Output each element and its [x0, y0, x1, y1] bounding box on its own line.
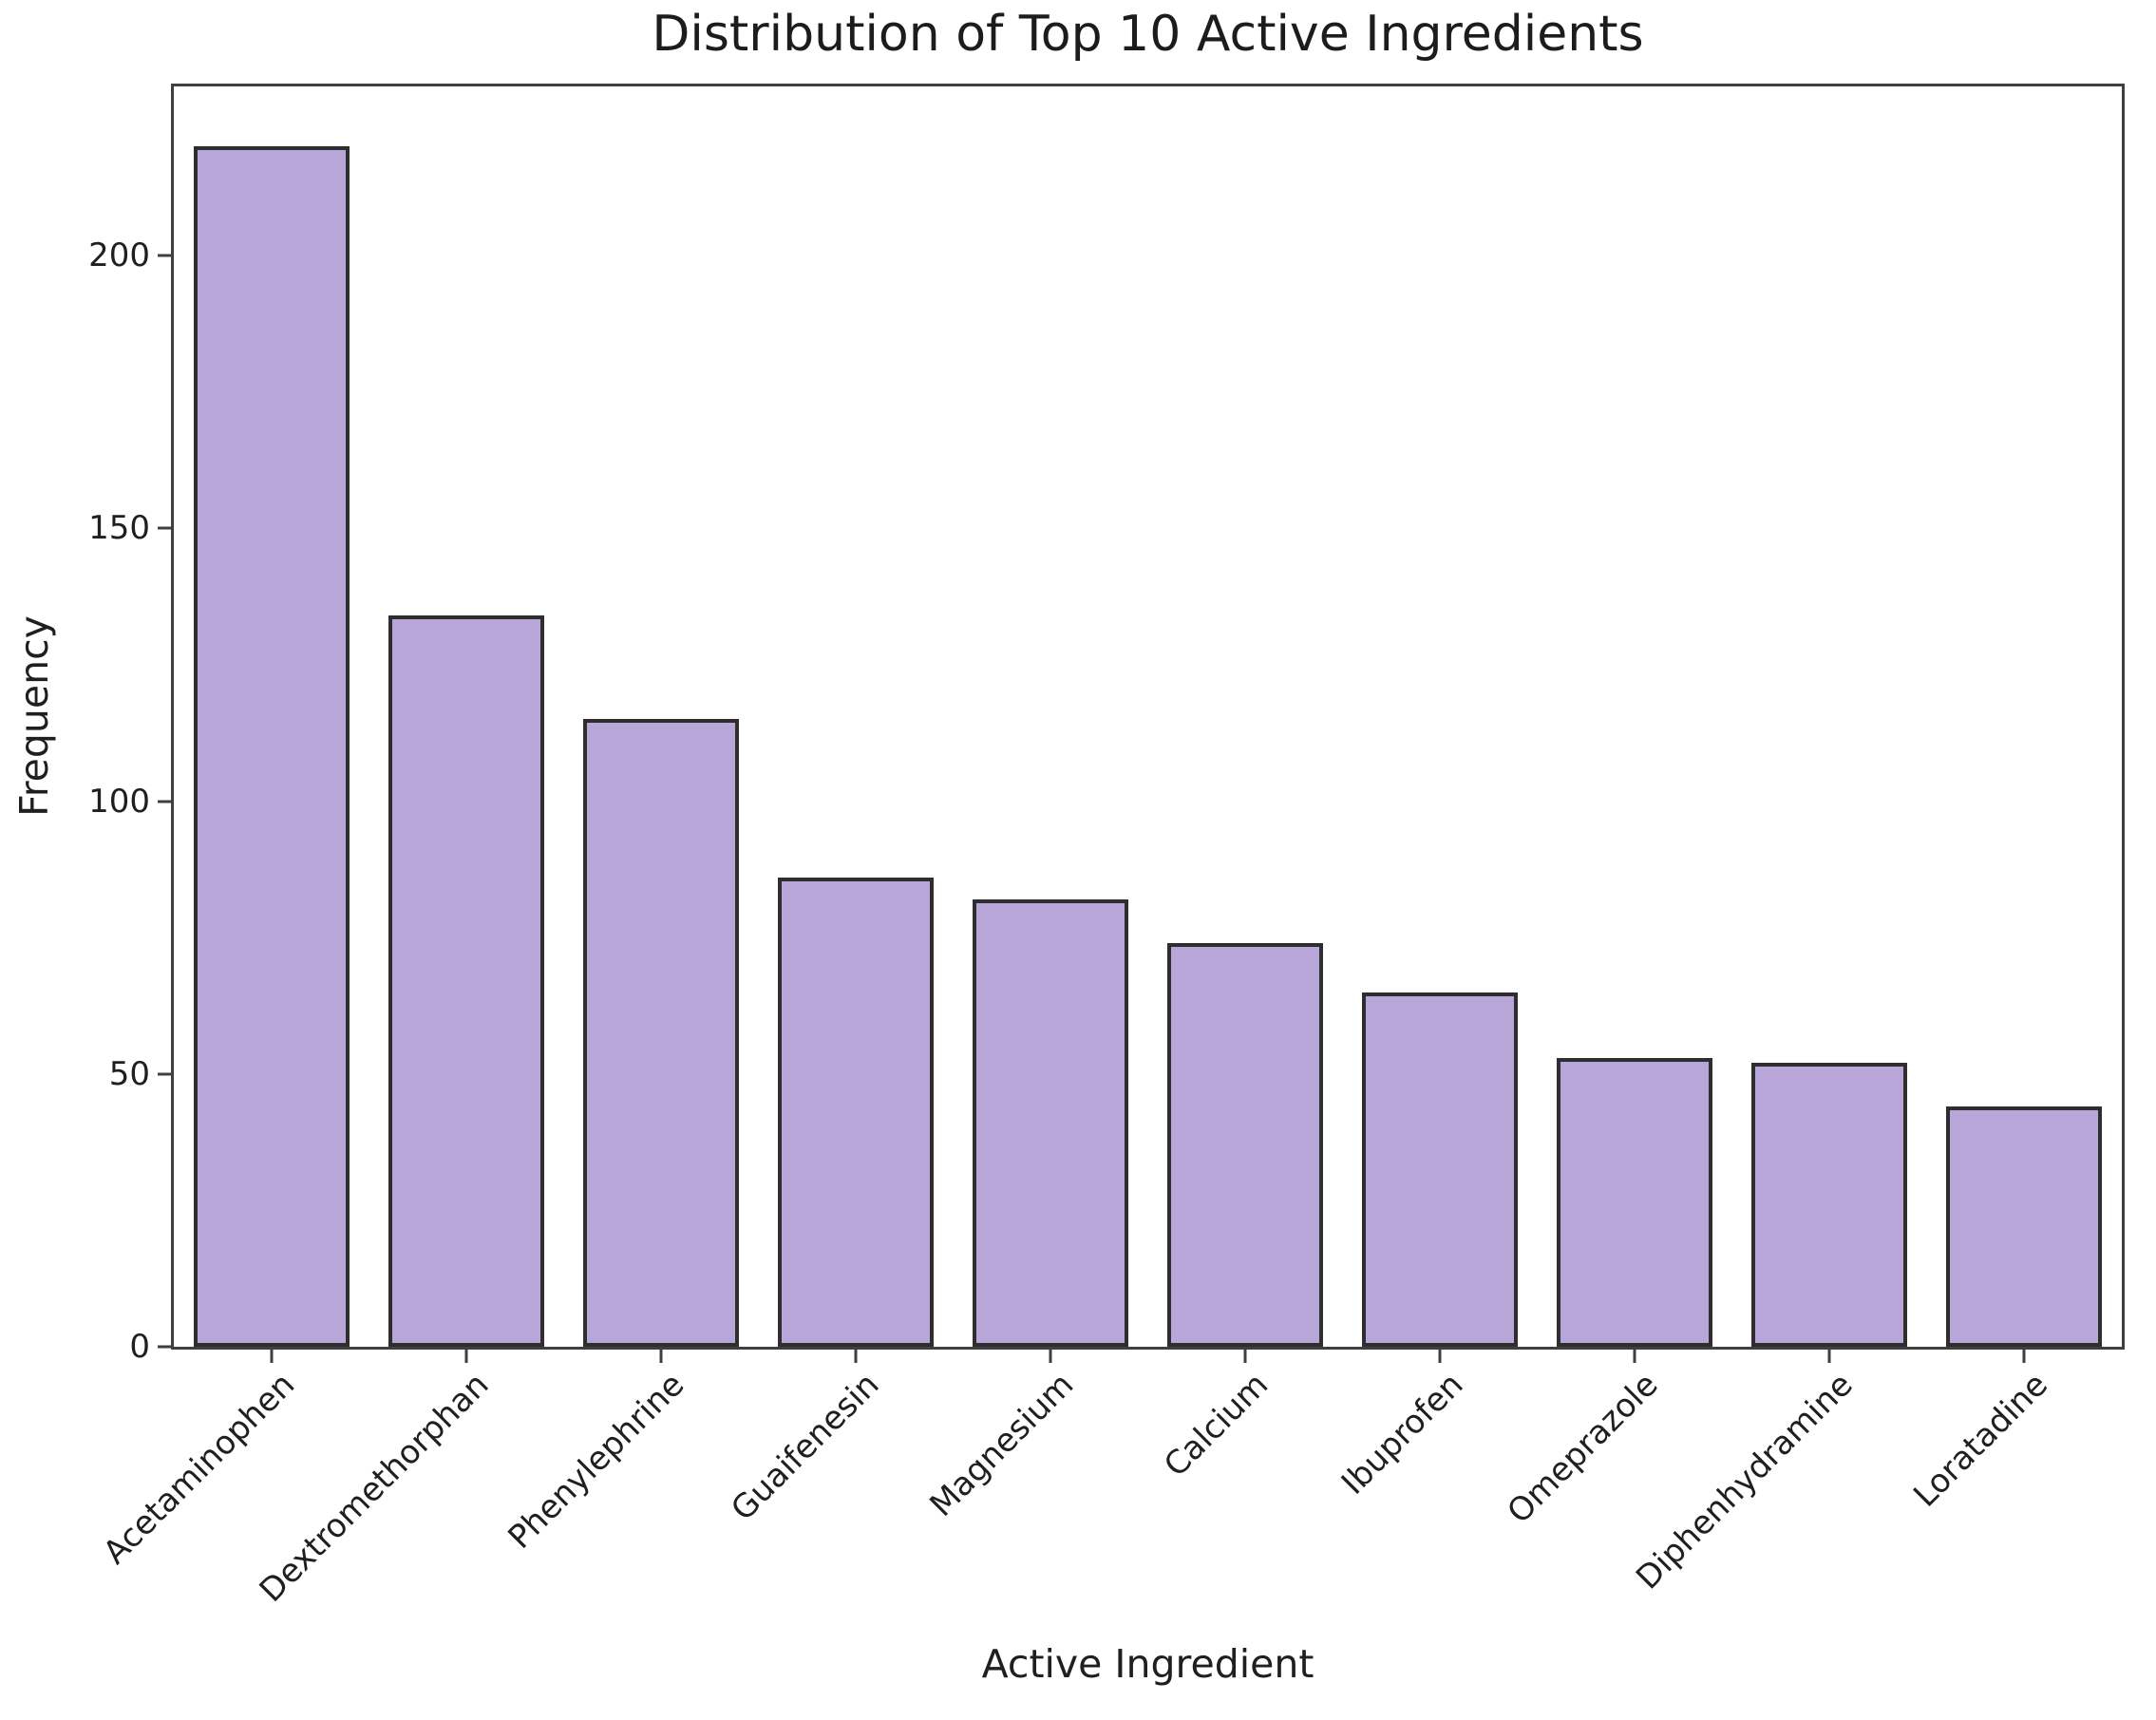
y-axis-label: Frequency	[11, 615, 57, 817]
y-tick-label: 100	[88, 782, 150, 821]
x-tick	[1827, 1350, 1831, 1363]
y-tick-label: 0	[129, 1328, 150, 1366]
bar-loratadine	[1946, 1106, 2103, 1347]
bar-diphenhydramine	[1751, 1063, 1908, 1347]
bar-dextromethorphan	[388, 615, 544, 1347]
bar-ibuprofen	[1362, 992, 1519, 1347]
bar-magnesium	[972, 898, 1128, 1347]
bar-phenylephrine	[582, 719, 739, 1347]
bar-guaifenesin	[777, 877, 934, 1347]
y-tick	[158, 800, 171, 803]
plot-area: 0 50 100 150 200 Acetaminophen Dextromethorpha…	[88, 84, 2125, 1610]
x-tick	[659, 1350, 663, 1363]
x-tick-label: Phenylephrine	[501, 1366, 692, 1557]
x-tick-label: Magnesium	[922, 1366, 1082, 1524]
x-tick	[1243, 1350, 1247, 1363]
x-tick-label: Loratadine	[1906, 1366, 2055, 1515]
x-tick	[464, 1350, 468, 1363]
x-tick-label: Acetaminophen	[95, 1366, 302, 1573]
x-axis-label: Active Ingredient	[981, 1641, 1314, 1687]
bar-acetaminophen	[193, 146, 350, 1347]
x-tick-label: Diphenhydramine	[1629, 1366, 1861, 1597]
y-tick	[158, 1072, 171, 1076]
y-tick-label: 200	[88, 236, 150, 275]
x-tick-label: Guaifenesin	[723, 1366, 887, 1529]
y-tick-label: 50	[108, 1054, 150, 1093]
x-tick	[1633, 1350, 1636, 1363]
x-tick-label: Calcium	[1157, 1366, 1277, 1485]
x-tick	[1049, 1350, 1052, 1363]
bar-omeprazole	[1557, 1057, 1713, 1347]
y-tick	[158, 1345, 171, 1349]
y-tick	[158, 254, 171, 257]
chart-title: Distribution of Top 10 Active Ingredient…	[652, 6, 1644, 63]
x-tick-label: Ibuprofen	[1333, 1366, 1471, 1503]
x-tick	[1438, 1350, 1442, 1363]
x-tick	[2022, 1350, 2026, 1363]
x-tick	[854, 1350, 858, 1363]
x-tick-label: Omeprazole	[1500, 1366, 1666, 1532]
y-tick	[158, 526, 171, 530]
x-tick	[270, 1350, 274, 1363]
y-tick-label: 150	[88, 509, 150, 548]
bar-calcium	[1167, 942, 1324, 1347]
